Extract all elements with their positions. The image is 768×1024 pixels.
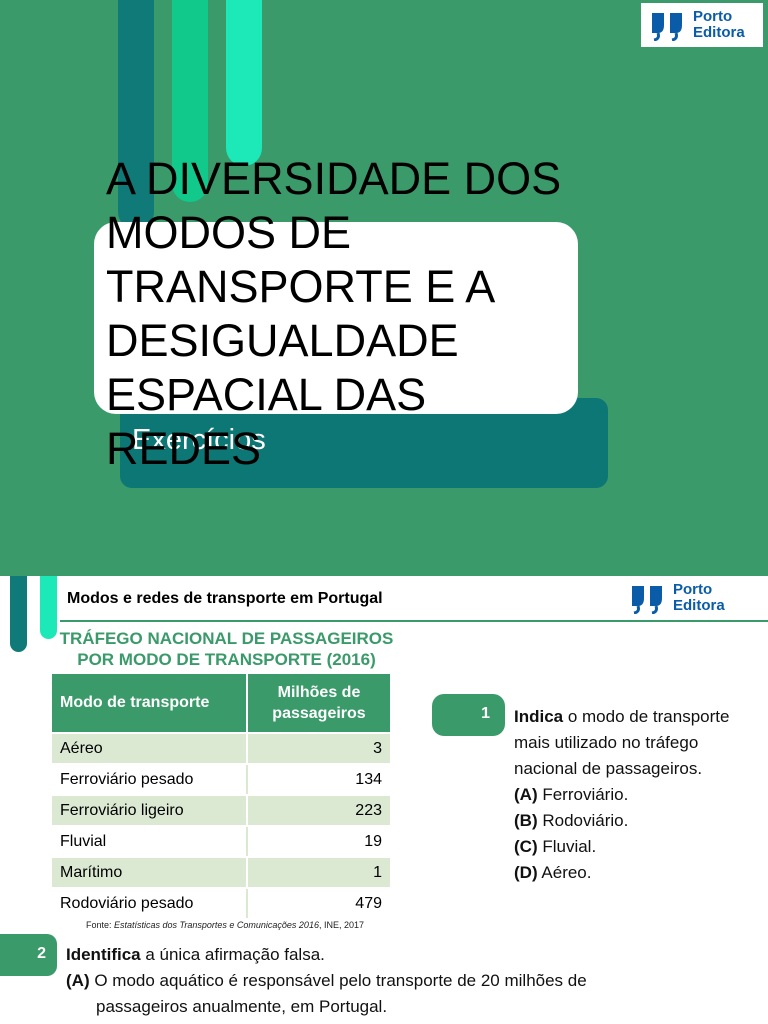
option-key: (A) — [514, 785, 538, 804]
question-number: 1 — [481, 705, 490, 722]
porto-editora-logo: Porto Editora — [621, 576, 745, 618]
table-row: Rodoviário pesado 479 — [52, 888, 392, 920]
table-title-line-2: POR MODO DE TRANSPORTE (2016) — [77, 650, 376, 669]
option-text: O modo aquático é responsável pelo trans… — [89, 971, 587, 990]
porto-editora-logo: Porto Editora — [641, 3, 763, 47]
table-source: Fonte: Estatísticas dos Transportes e Co… — [86, 920, 364, 930]
question-1-option-d[interactable]: (D) Aéreo. — [514, 860, 764, 886]
logo-text-porto: Porto — [673, 581, 713, 598]
question-2-option-a[interactable]: (A) O modo aquático é responsável pelo t… — [66, 968, 766, 994]
cell-mode: Aéreo — [52, 733, 248, 765]
question-1: Indica o modo de transporte mais utiliza… — [514, 704, 764, 886]
question-2-badge: 2 — [0, 934, 57, 976]
option-key: (B) — [514, 811, 538, 830]
cell-mode: Fluvial — [52, 826, 248, 858]
decorative-bar-mint — [40, 576, 57, 639]
question-1-option-b[interactable]: (B) Rodoviário. — [514, 808, 764, 834]
decorative-bar-teal — [118, 0, 154, 230]
question-2-option-a-continued: passageiros anualmente, em Portugal. — [96, 997, 388, 1016]
option-text: Ferroviário. — [537, 785, 629, 804]
porto-editora-logo-icon — [632, 586, 662, 614]
exercise-slide: Modos e redes de transporte em Portugal … — [0, 576, 768, 1024]
source-suffix: , INE, 2017 — [318, 920, 364, 930]
question-1-statement: o modo de transporte mais utilizado no t… — [514, 707, 730, 778]
question-1-prompt: Indica o modo de transporte mais utiliza… — [514, 704, 764, 782]
logo-text-porto: Porto — [693, 8, 733, 25]
slide-subtitle: Exercícios — [132, 424, 266, 456]
table-row: Aéreo 3 — [52, 733, 392, 765]
cell-mode: Ferroviário ligeiro — [52, 795, 248, 827]
header-divider — [60, 620, 768, 622]
table-title-line-1: TRÁFEGO NACIONAL DE PASSAGEIROS — [59, 629, 394, 648]
question-2: Identifica a única afirmação falsa. (A) … — [66, 942, 766, 1020]
cell-mode: Rodoviário pesado — [52, 888, 248, 920]
cell-mode: Ferroviário pesado — [52, 764, 248, 796]
option-key: (A) — [66, 971, 90, 990]
question-2-statement: a única afirmação falsa. — [140, 945, 325, 964]
title-slide: Exercícios A DIVERSIDADE DOS MODOS DE TR… — [0, 0, 768, 576]
cell-mode: Marítimo — [52, 857, 248, 889]
title-box — [94, 222, 578, 414]
table-row: Marítimo 1 — [52, 857, 392, 889]
column-header-passengers: Milhões de passageiros — [247, 674, 392, 734]
column-header-mode: Modo de transporte — [52, 674, 248, 734]
question-2-prompt: Identifica a única afirmação falsa. — [66, 942, 766, 968]
question-2-verb: Identifica — [66, 945, 141, 964]
question-1-verb: Indica — [514, 707, 564, 726]
option-text: Aéreo. — [537, 863, 592, 882]
cell-value: 479 — [247, 888, 392, 920]
decorative-bar-mint — [226, 0, 262, 166]
option-key: (C) — [514, 837, 538, 856]
logo-text-editora: Editora — [693, 24, 745, 41]
option-text: Fluvial. — [537, 837, 597, 856]
table-row: Ferroviário pesado 134 — [52, 764, 392, 796]
question-1-option-a[interactable]: (A) Ferroviário. — [514, 782, 764, 808]
option-text: Rodoviário. — [537, 811, 629, 830]
passenger-traffic-table: Modo de transporte Milhões de passageiro… — [52, 674, 392, 920]
table-title: TRÁFEGO NACIONAL DE PASSAGEIROS POR MODO… — [54, 628, 399, 670]
porto-editora-logo-icon — [652, 13, 682, 41]
decorative-bar-green — [172, 0, 208, 202]
cell-value: 1 — [247, 857, 392, 889]
table-header-row: Modo de transporte Milhões de passageiro… — [52, 674, 392, 734]
cell-value: 3 — [247, 733, 392, 765]
source-prefix: Fonte: — [86, 920, 115, 930]
table-row: Fluvial 19 — [52, 826, 392, 858]
decorative-bar-teal — [10, 576, 27, 652]
option-key: (D) — [514, 863, 538, 882]
question-number: 2 — [37, 945, 46, 962]
table-row: Ferroviário ligeiro 223 — [52, 795, 392, 827]
cell-value: 134 — [247, 764, 392, 796]
cell-value: 223 — [247, 795, 392, 827]
question-1-badge: 1 — [432, 694, 505, 736]
source-title: Estatísticas dos Transportes e Comunicaç… — [114, 920, 319, 930]
question-1-option-c[interactable]: (C) Fluvial. — [514, 834, 764, 860]
slide-header: Modos e redes de transporte em Portugal — [67, 590, 383, 607]
logo-text-editora: Editora — [673, 597, 725, 614]
slide-title: A DIVERSIDADE DOS MODOS DE TRANSPORTE E … — [106, 153, 562, 474]
cell-value: 19 — [247, 826, 392, 858]
